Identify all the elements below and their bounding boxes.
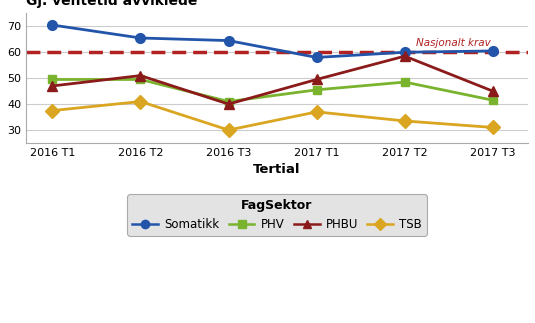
X-axis label: Tertial: Tertial [253, 163, 301, 176]
TSB [401, 119, 408, 123]
Line: PHBU: PHBU [48, 51, 498, 109]
TSB [490, 126, 496, 130]
Somatikk [490, 49, 496, 53]
TSB [49, 109, 56, 112]
Legend: Somatikk, PHV, PHBU, TSB: Somatikk, PHV, PHBU, TSB [127, 194, 426, 235]
Somatikk [225, 39, 232, 43]
PHBU [225, 102, 232, 106]
Text: Nasjonalt krav: Nasjonalt krav [416, 38, 491, 48]
Somatikk [401, 50, 408, 54]
Somatikk [49, 23, 56, 27]
Line: TSB: TSB [48, 97, 498, 135]
PHV [49, 78, 56, 81]
PHBU [314, 78, 320, 81]
PHV [401, 80, 408, 84]
Somatikk [137, 36, 144, 40]
PHV [314, 88, 320, 92]
TSB [137, 99, 144, 103]
Line: PHV: PHV [48, 75, 497, 106]
Text: Gj. ventetid avviklede: Gj. ventetid avviklede [26, 0, 197, 8]
PHBU [49, 84, 56, 88]
PHBU [137, 74, 144, 78]
PHV [225, 99, 232, 103]
PHV [490, 98, 496, 102]
Somatikk [314, 56, 320, 59]
Line: Somatikk: Somatikk [48, 20, 498, 62]
PHV [137, 78, 144, 81]
PHBU [401, 54, 408, 58]
TSB [314, 110, 320, 114]
PHBU [490, 89, 496, 93]
TSB [225, 128, 232, 132]
